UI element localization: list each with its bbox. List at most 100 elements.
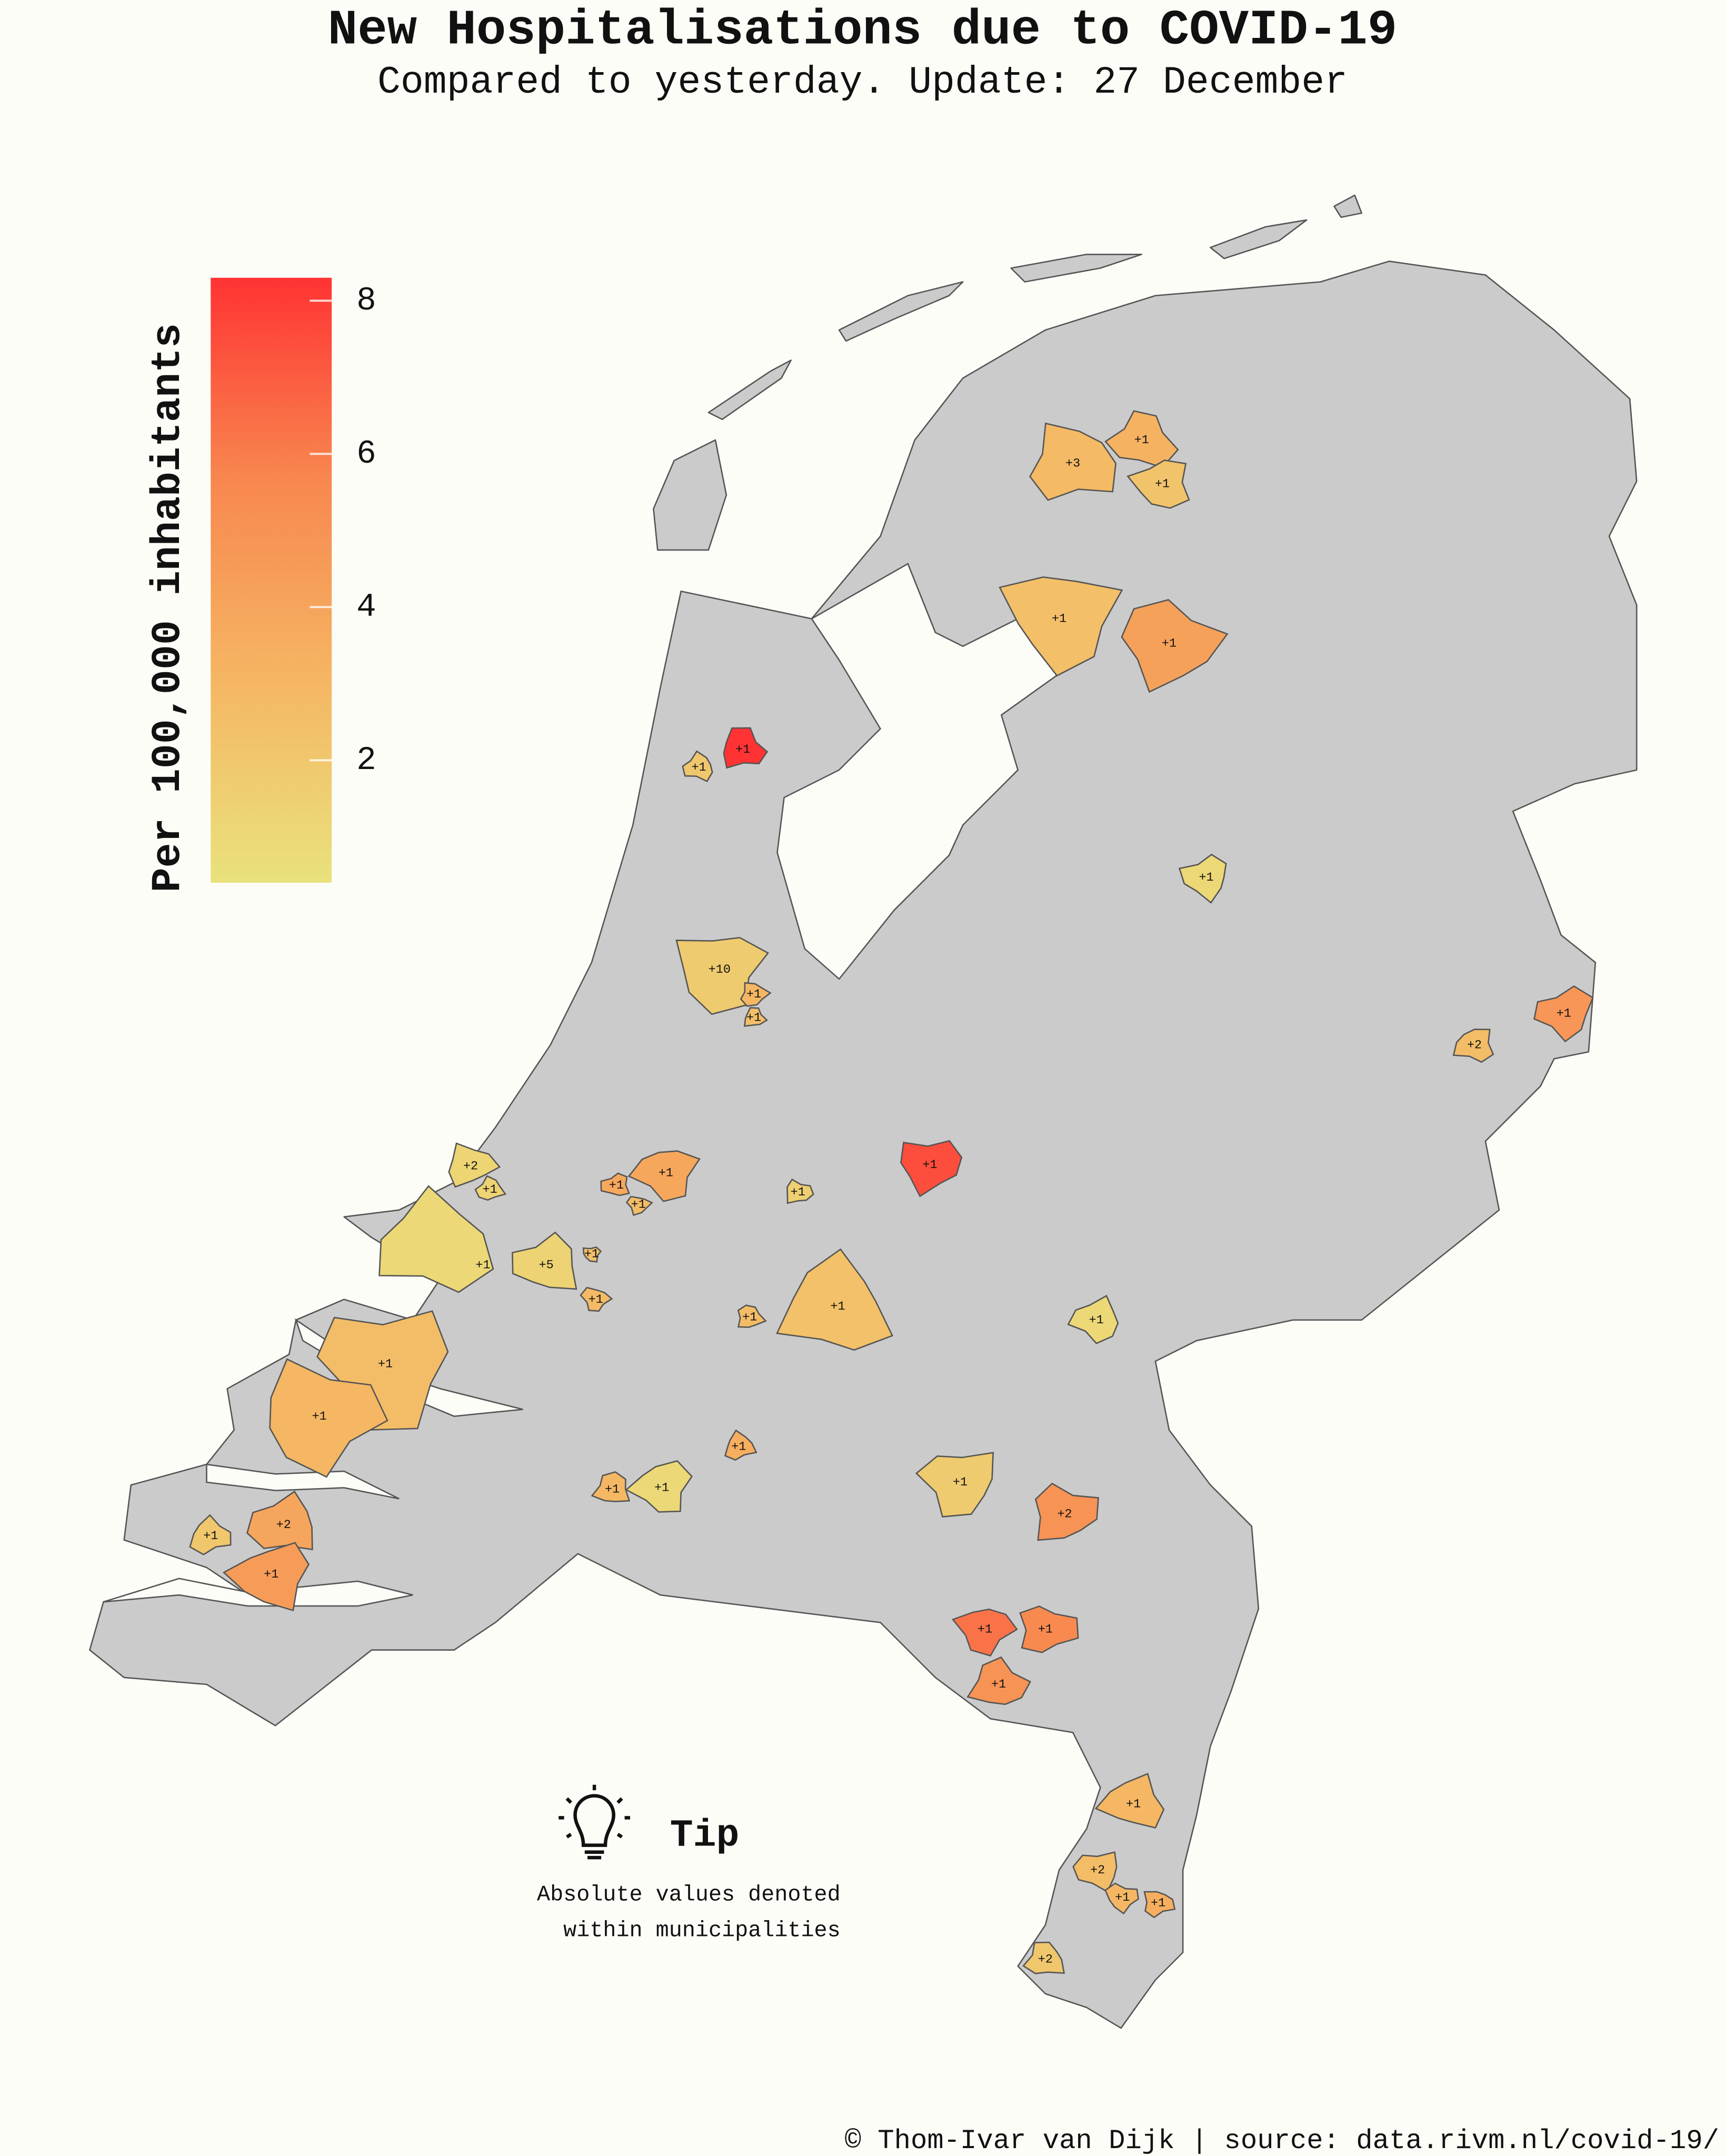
municipality [951,1609,1018,1657]
municipality-label: +2 [1090,1863,1105,1878]
municipality-label: +1 [991,1678,1006,1692]
municipality-label: +1 [264,1568,278,1582]
colorbar-fill [211,277,332,883]
municipality-label: +2 [276,1518,291,1532]
municipality-label: +1 [609,1179,624,1193]
municipality [627,1150,701,1202]
municipality-label: +1 [475,1258,490,1272]
municipality-label: +1 [830,1300,845,1314]
municipality-label: +1 [692,761,706,775]
municipality [474,1175,507,1201]
source: © Thom-Ivar van Dijk | source: data.rivm… [845,2125,1719,2156]
municipality [740,982,772,1007]
municipality-label: +1 [482,1183,497,1197]
municipality [1104,1882,1139,1915]
municipality [1034,1482,1099,1541]
municipality-label: +1 [1151,1897,1165,1911]
ameland [1010,253,1143,283]
municipality-label: +1 [1089,1313,1103,1327]
municipality [222,1542,310,1612]
title: New Hospitalisations due to COVID-19 [328,3,1397,58]
municipality [580,1286,613,1312]
country [89,194,1638,2029]
municipality [189,1514,232,1555]
municipality-label: +1 [746,1011,761,1025]
tip: Tip Absolute values denoted within munic… [537,1784,841,1943]
municipality [1126,459,1190,509]
municipality-label: +3 [1065,457,1080,471]
municipality [1022,1941,1065,1974]
municipality-label: +1 [731,1440,746,1454]
subtitle: Compared to yesterday. Update: 27 Decemb… [377,61,1348,104]
municipality [724,1429,757,1461]
municipalities: +3 +1 +1 +1 +1 +1 +1 +1 +10 +1 +1 +2 +1 +1 +2 +1 +1 +1 +1 +… [189,410,1594,1974]
municipality [1121,599,1229,693]
municipality-label: +1 [1162,637,1176,651]
colorbar: Per 100,000 inhabitants 2 4 6 8 [145,277,376,893]
municipality-label: +1 [1115,1891,1130,1905]
municipality-label: +1 [791,1185,805,1200]
texel [653,439,727,551]
municipality [1029,422,1117,501]
colorbar-tick-label: 2 [356,742,376,779]
municipality-label: +1 [203,1529,218,1543]
municipality [625,1460,693,1513]
mainland [89,261,1638,2029]
municipality-label: +1 [1126,1797,1141,1811]
municipality [1533,985,1594,1043]
municipality [723,727,769,769]
municipality-label: +1 [378,1358,393,1372]
municipality-label: +1 [978,1623,992,1637]
municipality [900,1140,963,1197]
municipality-label: +1 [589,1293,603,1307]
municipality-label: +1 [742,1311,757,1325]
municipality [316,1310,449,1431]
municipality-label: +1 [922,1158,937,1172]
municipality [512,1231,577,1290]
eastern-scheldt [206,1463,400,1500]
colorbar-label: Per 100,000 inhabitants [145,323,192,893]
municipality-label: +2 [1057,1507,1072,1521]
municipality-label: +10 [709,963,731,977]
municipality-label: +5 [539,1258,554,1272]
municipality [625,1195,653,1216]
municipality [966,1656,1031,1705]
municipality [378,1185,494,1293]
municipality [582,1246,602,1263]
municipality [737,1304,767,1328]
municipality-label: +1 [735,743,750,757]
municipality-label: +1 [631,1198,646,1212]
municipality [743,1007,769,1027]
vlieland [707,360,792,421]
municipality-label: +1 [1557,1006,1571,1021]
municipality-label: +1 [312,1410,327,1424]
colorbar-tick-label: 8 [356,282,376,320]
lightbulb-icon [559,1784,631,1860]
municipality-label: +1 [1038,1623,1053,1637]
municipality-label: +1 [746,987,761,1002]
municipality-label: +1 [584,1247,599,1262]
ijsselmeer [776,563,1060,980]
tip-line: within municipalities [563,1918,841,1943]
municipality [1067,1294,1119,1344]
municipality [1104,410,1179,468]
municipality-label: +1 [1052,612,1066,626]
municipality [246,1490,313,1551]
municipality-label: +1 [953,1475,968,1490]
municipality [591,1471,631,1502]
municipality [1019,1605,1079,1653]
municipality [600,1172,630,1196]
schiermonnikoog [1210,219,1308,259]
municipality [915,1452,994,1518]
tip-title: Tip [670,1814,740,1858]
municipality [1072,1851,1118,1893]
municipality [776,1248,893,1351]
terschelling [838,281,964,342]
municipality-label: +2 [1467,1039,1482,1053]
municipality-label: +1 [1199,871,1213,885]
municipality-label: +1 [1134,433,1149,447]
colorbar-tick-label: 4 [356,588,376,626]
municipality [1452,1029,1494,1063]
municipality-label: +1 [1155,477,1170,492]
